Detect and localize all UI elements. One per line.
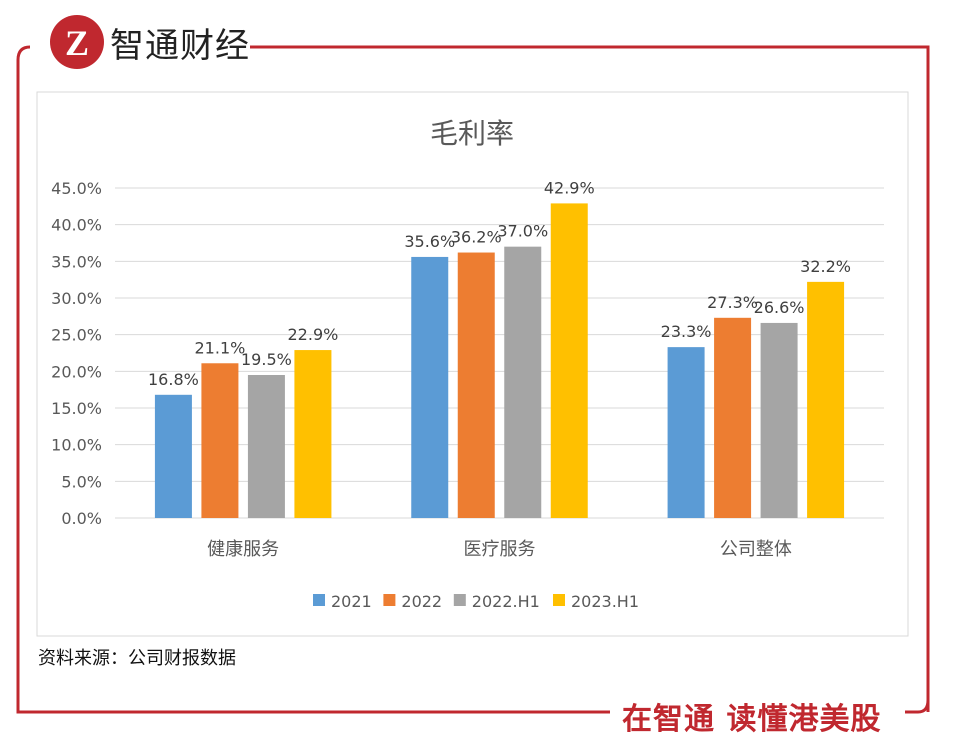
y-tick-label: 5.0% (61, 472, 102, 491)
legend-swatch (383, 594, 396, 606)
x-tick-label: 医疗服务 (464, 539, 536, 560)
legend-swatch (453, 594, 466, 606)
data-label: 22.9% (288, 325, 339, 344)
bar (201, 363, 239, 518)
data-label: 35.6% (404, 232, 455, 251)
bar (457, 252, 495, 519)
data-label: 32.2% (800, 257, 851, 276)
data-label: 37.0% (497, 222, 548, 241)
data-label: 23.3% (661, 322, 712, 341)
legend-swatch (313, 594, 325, 606)
bar (247, 375, 285, 518)
legend-label: 2022.H1 (472, 592, 540, 611)
bar (807, 281, 845, 518)
y-tick-label: 15.0% (51, 399, 102, 418)
bar (667, 347, 705, 518)
legend-swatch (553, 594, 565, 606)
chart-title: 毛利率 (430, 117, 514, 150)
bar (504, 246, 542, 518)
data-label: 36.2% (451, 228, 502, 247)
y-tick-label: 45.0% (51, 179, 102, 198)
bar (154, 394, 192, 518)
slogan: 在智通 读懂港美股 (622, 702, 882, 737)
logo: Z (50, 15, 104, 69)
data-label: 21.1% (195, 338, 246, 357)
source-note: 资料来源：公司财报数据 (38, 648, 236, 669)
brand-name: 智通财经 (110, 26, 250, 66)
bar (411, 256, 449, 518)
data-label: 16.8% (148, 370, 199, 389)
y-tick-label: 25.0% (51, 326, 102, 345)
y-tick-label: 20.0% (51, 362, 102, 381)
legend-label: 2021 (331, 592, 372, 611)
data-label: 26.6% (754, 298, 805, 317)
svg-text:Z: Z (65, 23, 89, 63)
data-label: 19.5% (241, 350, 292, 369)
x-tick-label: 健康服务 (207, 539, 279, 560)
legend-label: 2022 (401, 592, 442, 611)
data-label: 27.3% (707, 293, 758, 312)
y-tick-label: 30.0% (51, 289, 102, 308)
data-label: 42.9% (544, 178, 595, 197)
x-tick-label: 公司整体 (720, 539, 792, 560)
bar (294, 350, 332, 518)
bar (760, 322, 798, 518)
y-tick-label: 0.0% (61, 509, 102, 528)
bar (550, 203, 588, 518)
y-tick-label: 10.0% (51, 436, 102, 455)
y-tick-label: 40.0% (51, 216, 102, 235)
y-tick-label: 35.0% (51, 252, 102, 271)
bar (714, 317, 752, 518)
legend-label: 2023.H1 (571, 592, 639, 611)
